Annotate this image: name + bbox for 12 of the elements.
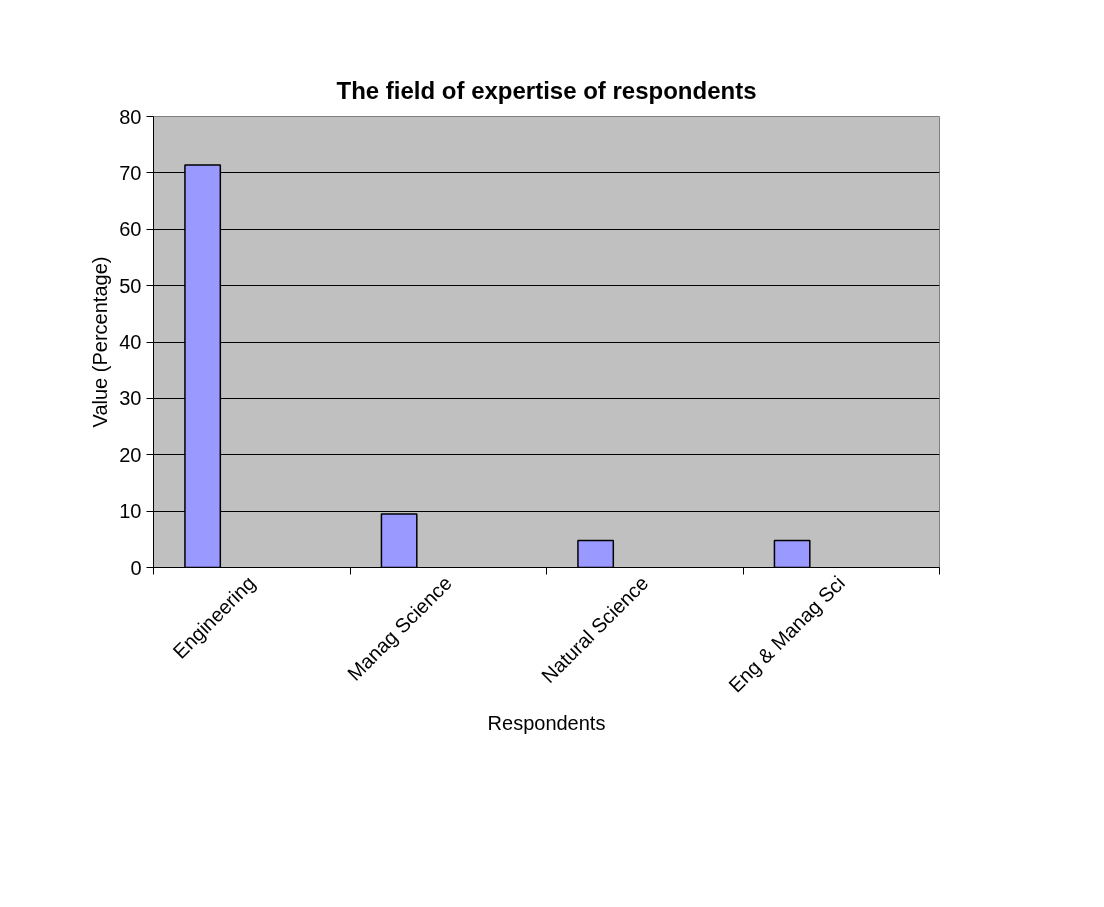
x-axis-title: Respondents (487, 712, 606, 735)
y-tick-label: 70 (119, 161, 142, 184)
y-tick-label: 60 (119, 218, 142, 241)
y-tick-label: 0 (130, 556, 142, 579)
y-tick-label: 50 (119, 274, 142, 297)
y-tick-label: 30 (119, 387, 142, 410)
y-tick-label: 20 (119, 443, 142, 466)
y-tick-label: 40 (119, 331, 142, 353)
y-tick-label: 10 (119, 500, 142, 523)
chart-title: The field of expertise of respondents (336, 77, 757, 104)
y-tick-label: 80 (119, 105, 142, 128)
y-axis-title: Value (Percentage) (89, 256, 112, 428)
